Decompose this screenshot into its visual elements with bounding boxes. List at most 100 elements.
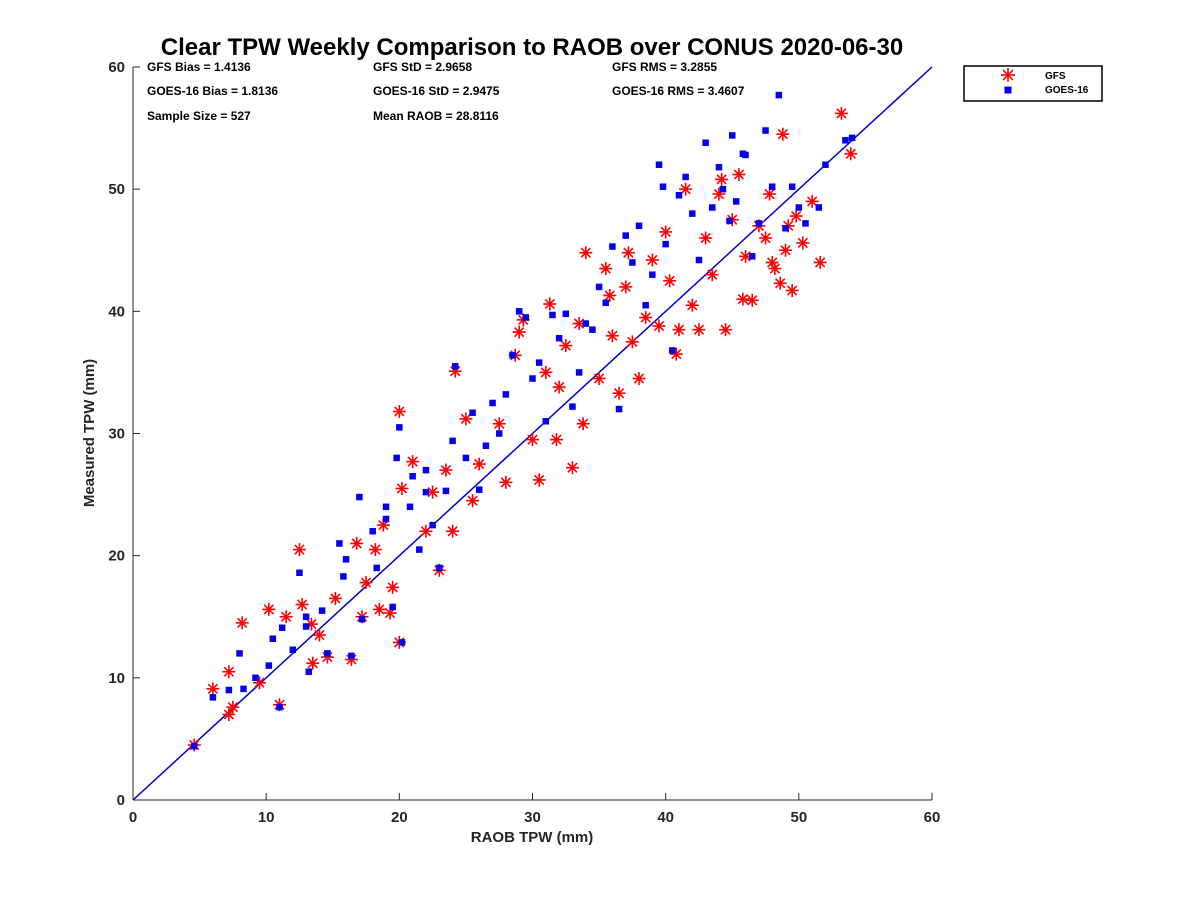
goes16-point: [689, 210, 696, 217]
legend-goes16-label: GOES-16: [1045, 85, 1089, 96]
goes16-point: [396, 424, 403, 431]
y-tick-label: 10: [108, 670, 125, 687]
plot-area: [132, 66, 933, 801]
x-tick-label: 10: [258, 809, 275, 826]
goes16-point: [815, 204, 823, 211]
x-tick-label: 60: [924, 809, 941, 826]
gfs-point: [785, 284, 799, 298]
gfs-point: [773, 276, 787, 290]
goes16-point: [762, 127, 769, 134]
goes16-point: [615, 405, 623, 413]
x-tick-label: 50: [790, 809, 807, 826]
legend-box: [963, 65, 1103, 102]
gfs-point: [621, 246, 635, 260]
goes16-point: [822, 161, 829, 168]
goes16-point: [356, 493, 363, 501]
goes16-point: [732, 198, 740, 205]
gfs-point: [292, 543, 306, 557]
gfs-point: [235, 616, 249, 630]
gfs-series: [187, 106, 858, 752]
goes16-point: [296, 569, 303, 577]
chart-title: Clear TPW Weekly Comparison to RAOB over…: [161, 34, 903, 61]
goes16-point: [629, 259, 636, 266]
gfs-point: [732, 168, 746, 182]
goes16-point: [549, 311, 556, 319]
gfs-point: [312, 628, 326, 642]
gfs-point: [446, 524, 460, 538]
goes16-point: [609, 243, 616, 250]
goes16-point: [582, 320, 590, 327]
goes16-point: [475, 486, 483, 493]
legend: GFS GOES-16: [963, 65, 1103, 102]
gfs-point: [779, 243, 793, 257]
gfs-point: [499, 475, 513, 489]
gfs-point: [572, 317, 586, 331]
goes16-point: [695, 256, 703, 264]
gfs-point: [448, 364, 462, 378]
gfs-point: [759, 231, 773, 245]
gfs-point: [395, 481, 409, 495]
goes16-point: [382, 503, 390, 511]
goes16-point: [719, 185, 727, 193]
legend-gfs-symbol: [1001, 68, 1015, 82]
gfs-point: [549, 433, 563, 447]
gfs-point: [543, 297, 557, 311]
goes16-point: [442, 487, 450, 495]
goes16-point: [842, 137, 849, 144]
goes16-point: [252, 674, 259, 682]
statistics-block: GFS Bias = 1.4136 GFS StD = 2.9658 GFS R…: [147, 60, 745, 123]
gfs-point: [776, 127, 790, 141]
goes16-point: [240, 685, 247, 693]
goes16-point: [393, 454, 400, 462]
goes16-point: [358, 615, 366, 623]
goes16-point: [462, 454, 470, 462]
legend-goes16-marker: [1004, 86, 1012, 94]
gfs-point: [645, 253, 659, 267]
gfs-point: [679, 182, 693, 196]
goes16-bias: GOES-16 Bias = 1.8136: [147, 84, 278, 98]
legend-gfs-marker: [1001, 68, 1015, 82]
goes16-point: [575, 369, 583, 376]
x-tick-label: 40: [657, 809, 674, 826]
y-tick-label: 40: [108, 303, 125, 320]
goes16-point: [416, 546, 423, 553]
goes16-point: [398, 639, 406, 646]
x-tick-label: 30: [524, 809, 541, 826]
gfs-point: [576, 417, 590, 431]
gfs-point: [386, 580, 400, 594]
legend-goes16-symbol: [1004, 86, 1012, 94]
gfs-point: [619, 280, 633, 294]
gfs-point: [813, 255, 827, 269]
gfs-point: [439, 463, 453, 477]
goes16-point: [682, 173, 689, 181]
gfs-point: [663, 274, 677, 288]
goes16-point: [669, 347, 676, 354]
goes16-point: [635, 222, 643, 230]
gfs-point: [328, 591, 342, 605]
goes16-point: [406, 503, 414, 511]
x-axis-label: RAOB TPW (mm): [471, 829, 594, 846]
y-tick-label: 30: [108, 426, 125, 443]
goes16-point: [775, 91, 783, 99]
x-tick-label: 0: [129, 809, 137, 826]
gfs-point: [372, 602, 386, 616]
gfs-point: [579, 246, 593, 260]
goes16-point: [795, 204, 803, 211]
goes16-point: [542, 418, 550, 425]
goes16-point: [269, 635, 277, 642]
gfs-point: [552, 380, 566, 394]
gfs-point: [834, 106, 848, 120]
gfs-point: [669, 347, 683, 361]
gfs-point: [459, 412, 473, 426]
gfs-point: [306, 656, 320, 670]
goes16-point: [642, 301, 649, 309]
goes16-point: [389, 603, 396, 611]
gfs-point: [705, 268, 719, 282]
gfs-point: [692, 323, 706, 337]
goes16-point: [802, 220, 809, 227]
goes16-series: [191, 91, 856, 750]
gfs-point: [512, 325, 526, 339]
gfs-point: [392, 405, 406, 419]
goes16-point: [788, 183, 796, 190]
goes16-point: [489, 399, 496, 407]
